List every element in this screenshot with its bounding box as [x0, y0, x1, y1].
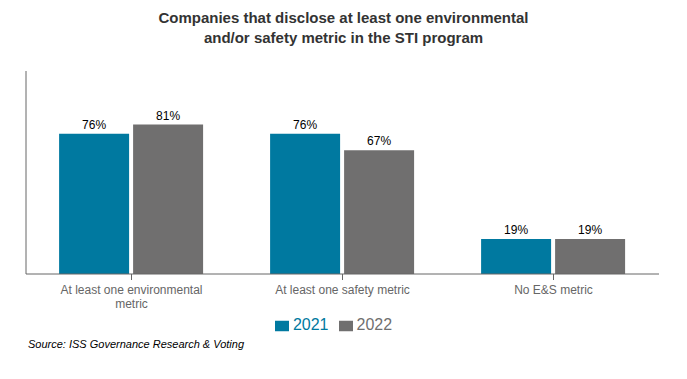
html-text:2021: 2021: [292, 316, 329, 333]
svg-text:No E&S metric: No E&S metric: [514, 283, 593, 297]
html-text:Source: ISS Governance Researc: Source: ISS Governance Research & Voting: [28, 338, 244, 350]
svg-text:76%: 76%: [82, 118, 106, 132]
svg-text:67%: 67%: [367, 134, 391, 148]
svg-text:19%: 19%: [504, 223, 528, 237]
svg-text:At least one environmentalmetr: At least one environmentalmetric: [60, 283, 202, 311]
svg-text:At least one safety metric: At least one safety metric: [275, 283, 410, 297]
html-text:2022: 2022: [356, 316, 393, 333]
html-text:Companies that disclose at lea: Companies that disclose at least one env…: [158, 9, 529, 46]
svg-text:19%: 19%: [578, 223, 602, 237]
svg-text:76%: 76%: [293, 118, 317, 132]
svg-text:81%: 81%: [156, 109, 180, 123]
